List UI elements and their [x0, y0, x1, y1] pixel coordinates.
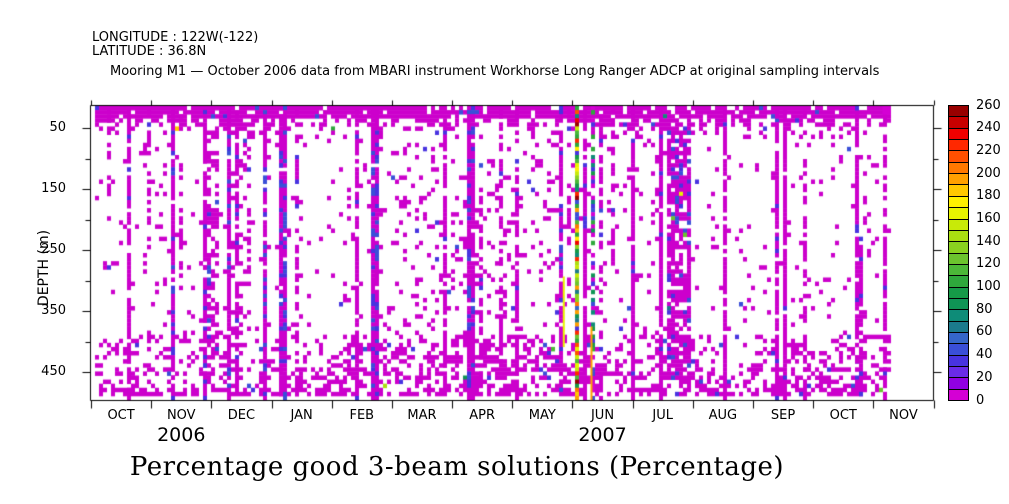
colorbar-segment [949, 184, 968, 196]
colorbar-tick-label: 100 [976, 279, 1001, 295]
colorbar-tick-label: 180 [976, 188, 1001, 204]
latitude-label: LATITUDE : 36.8N [92, 44, 207, 59]
colorbar-tick-label: 20 [976, 369, 993, 385]
colorbar-segment [949, 263, 968, 276]
colorbar-segment [949, 343, 968, 355]
colorbar-segment [949, 377, 968, 389]
colorbar-segment [949, 229, 968, 242]
year-label: 2007 [578, 424, 627, 446]
x-tick-label: OCT [829, 408, 857, 423]
x-tick-label: JUN [590, 408, 615, 423]
colorbar-segment [949, 106, 968, 117]
x-tick-label: MAY [528, 408, 556, 423]
colorbar-segment [949, 173, 968, 185]
x-tick-label: JUL [652, 408, 673, 423]
colorbar-tick-label: 120 [976, 256, 1001, 272]
colorbar-tick-label: 40 [976, 347, 993, 363]
colorbar-tick-label: 240 [976, 120, 1001, 136]
colorbar-tick-label: 60 [976, 324, 993, 340]
colorbar-segment [949, 309, 968, 321]
x-tick-label: APR [469, 408, 496, 423]
x-tick-label: OCT [107, 408, 135, 423]
depth-tick-label: 150 [41, 181, 66, 197]
colorbar-segment [949, 139, 968, 151]
colorbar-segment [949, 218, 968, 230]
colorbar-tick-label: 260 [976, 97, 1001, 113]
colorbar-segment [949, 207, 968, 219]
caption: Percentage good 3-beam solutions (Percen… [129, 452, 785, 482]
colorbar-tick-label: 220 [976, 142, 1001, 158]
x-tick-label: FEB [349, 408, 375, 423]
x-tick-label: DEC [227, 408, 256, 423]
colorbar-segment [949, 275, 968, 287]
colorbar-segment [949, 241, 968, 253]
x-tick-label: NOV [889, 408, 918, 423]
depth-tick-label: 350 [41, 303, 66, 319]
colorbar-segment [949, 116, 968, 128]
colorbar-tick-label: 200 [976, 165, 1001, 181]
colorbar-segment [949, 161, 968, 174]
colorbar-tick-label: 140 [976, 233, 1001, 249]
plot-title: Mooring M1 — October 2006 data from MBAR… [110, 64, 880, 79]
colorbar-segment [949, 331, 968, 344]
colorbar-tick-label: 0 [976, 392, 985, 408]
colorbar [948, 105, 969, 401]
colorbar-segment [949, 320, 968, 332]
x-tick-label: AUG [708, 408, 738, 423]
colorbar-segment [949, 195, 968, 208]
colorbar-segment [949, 127, 968, 140]
colorbar-segment [949, 297, 968, 310]
colorbar-segment [949, 388, 968, 400]
colorbar-segment [949, 354, 968, 366]
longitude-label: LONGITUDE : 122W(-122) [92, 30, 259, 45]
x-tick-label: NOV [166, 408, 196, 423]
colorbar-segment [949, 252, 968, 264]
depth-tick-label: 50 [49, 120, 66, 136]
x-tick-label: SEP [770, 408, 796, 423]
year-label: 2006 [157, 424, 206, 446]
depth-tick-label: 450 [41, 364, 66, 380]
depth-tick-label: 250 [41, 242, 66, 258]
x-tick-label: JAN [290, 408, 313, 423]
colorbar-segment [949, 365, 968, 378]
colorbar-segment [949, 150, 968, 162]
colorbar-segment [949, 286, 968, 298]
x-tick-label: MAR [407, 408, 437, 423]
colorbar-tick-label: 80 [976, 301, 993, 317]
colorbar-tick-label: 160 [976, 210, 1001, 226]
